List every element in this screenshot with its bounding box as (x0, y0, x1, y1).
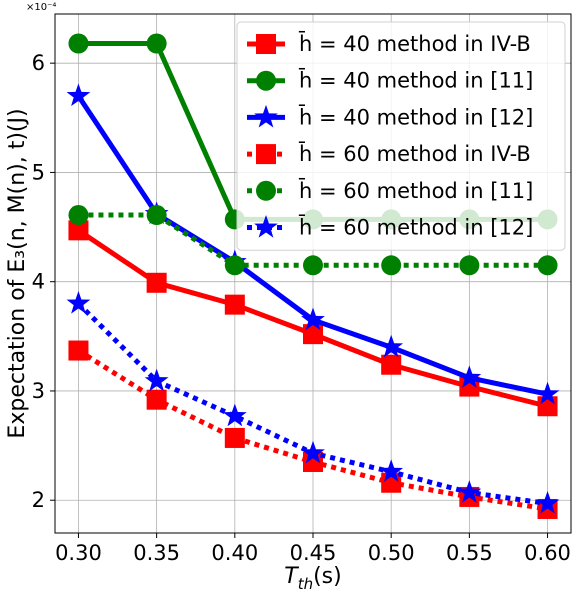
data-point (457, 365, 482, 388)
data-point (381, 255, 402, 276)
x-tick-label: 0.30 (55, 541, 102, 565)
x-tick-label: 0.40 (211, 541, 258, 565)
legend-entry-5: h̄ = 60 method in [11] (247, 178, 533, 203)
data-point (379, 334, 404, 358)
x-tick-label: 0.45 (290, 541, 337, 565)
data-point (146, 205, 167, 226)
data-point (379, 459, 404, 482)
data-point (146, 33, 167, 54)
legend-label: h̄ = 40 method in [11] (298, 68, 533, 93)
data-point (301, 307, 325, 331)
data-point (303, 324, 323, 345)
data-point (301, 440, 325, 464)
x-tick-label: 0.50 (368, 541, 415, 565)
data-point (66, 83, 91, 107)
x-tick-label: 0.35 (133, 541, 180, 565)
series-5 (68, 205, 558, 276)
data-point (146, 272, 167, 293)
legend-entry-2: h̄ = 40 method in [11] (247, 68, 533, 93)
data-point (535, 491, 560, 514)
legend-marker (256, 180, 276, 201)
y-tick-label: 5 (32, 160, 45, 184)
x-tick-label: 0.60 (524, 541, 571, 565)
legend-label: h̄ = 40 method in IV-B (298, 31, 531, 56)
data-point (303, 255, 323, 276)
legend-marker (254, 104, 278, 128)
legend-entry-4: h̄ = 60 method in IV-B (247, 141, 531, 166)
y-axis-label: Expectation of E₃(n, M(n), t)(J) (5, 108, 30, 438)
data-point (146, 389, 167, 410)
legend-marker (256, 34, 276, 54)
legend-marker (256, 70, 276, 91)
data-point (537, 255, 558, 276)
legend-label: h̄ = 60 method in [11] (298, 178, 533, 203)
data-point (68, 220, 89, 241)
data-point (224, 294, 245, 315)
data-point (535, 381, 560, 405)
x-axis-label-unit: (s) (313, 564, 342, 589)
legend: h̄ = 40 method in IV-B h̄ = 40 method in … (236, 21, 566, 251)
legend-entry-6: h̄ = 60 method in [12] (247, 215, 533, 240)
legend-marker (256, 144, 276, 165)
data-point (537, 396, 558, 417)
y-exponent-label: ×10⁻⁴ (26, 2, 56, 13)
data-point (144, 368, 169, 392)
legend-label: h̄ = 60 method in [12] (298, 215, 533, 240)
y-tick-label: 6 (32, 51, 45, 75)
data-point (68, 205, 89, 226)
data-point (224, 255, 245, 276)
data-point (68, 33, 89, 54)
y-tick-label: 3 (32, 379, 45, 403)
legend-marker (254, 215, 278, 238)
series-6 (66, 291, 560, 514)
y-tick-label: 4 (32, 270, 45, 294)
data-point (224, 427, 245, 448)
legend-label: h̄ = 60 method in IV-B (298, 141, 531, 166)
x-axis-label: Tth(s) (284, 564, 341, 593)
x-axis-label-main: T (284, 564, 299, 589)
data-point (457, 480, 482, 503)
data-point (66, 291, 91, 314)
data-point (381, 354, 402, 375)
legend-entry-3: h̄ = 40 method in [12] (247, 104, 533, 130)
legend-entry-1: h̄ = 40 method in IV-B (247, 31, 531, 56)
legend-box (236, 21, 566, 251)
data-point (68, 340, 89, 361)
x-axis-label-sub: th (298, 575, 313, 593)
data-point (459, 255, 480, 276)
y-tick-label: 2 (32, 488, 45, 512)
data-point (222, 403, 247, 427)
ticks: 0.30 0.35 0.40 0.45 0.50 0.55 0.60 2 3 4 5 6 (32, 51, 571, 565)
series-layer (66, 33, 560, 519)
x-tick-label: 0.55 (446, 541, 493, 565)
legend-label: h̄ = 40 method in [12] (298, 105, 533, 130)
